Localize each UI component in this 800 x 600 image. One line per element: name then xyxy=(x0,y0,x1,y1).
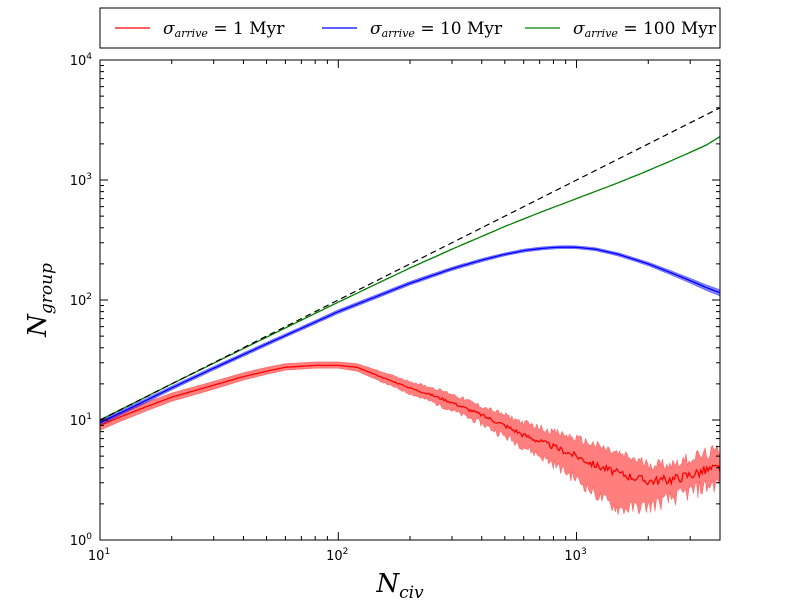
confidence-bands xyxy=(99,245,721,516)
legend-value: = 1 Myr xyxy=(208,19,285,39)
y-axis-subscript: group xyxy=(37,263,57,314)
y-tick-exponent: 0 xyxy=(86,532,92,542)
y-tick-label: 103 xyxy=(70,172,92,189)
y-tick-exponent: 4 xyxy=(86,52,92,62)
series-lines xyxy=(99,107,721,487)
legend-box xyxy=(99,7,721,49)
y-tick-exponent: 1 xyxy=(86,412,92,422)
x-tick-exponent: 2 xyxy=(343,547,349,557)
legend-symbol: σ xyxy=(163,19,175,39)
x-tick-label: 102 xyxy=(326,547,348,564)
y-tick-label: 101 xyxy=(70,412,92,429)
legend-subscript: arrive xyxy=(382,27,416,40)
y-tick-exponent: 2 xyxy=(86,292,92,302)
y-tick-label: 100 xyxy=(70,532,93,549)
x-tick-label: 101 xyxy=(88,547,110,564)
legend-value: = 10 Myr xyxy=(415,19,503,39)
y-tick-label: 104 xyxy=(70,52,93,69)
x-tick-label: 103 xyxy=(564,547,586,564)
y-axis-title: Ngroup xyxy=(23,263,57,338)
legend-label: σarrive = 1 Myr xyxy=(163,19,285,40)
y-tick-label: 102 xyxy=(70,292,92,309)
y-tick-exponent: 3 xyxy=(86,172,92,182)
legend-label: σarrive = 10 Myr xyxy=(370,19,503,40)
axis-titles: Nciv Ngroup xyxy=(23,263,424,600)
reference-line xyxy=(99,107,721,421)
legend: σarrive = 1 Myr σarrive = 10 Myr σarrive =… xyxy=(99,7,721,49)
legend-value: = 100 Myr xyxy=(618,19,717,39)
x-tick-exponent: 3 xyxy=(581,547,587,557)
legend-symbol: σ xyxy=(573,19,585,39)
x-axis-subscript: civ xyxy=(399,583,424,600)
band-series-1 xyxy=(99,361,721,516)
band-series-2 xyxy=(99,245,721,426)
x-axis-title: Nciv xyxy=(375,569,424,600)
line-series-1 xyxy=(99,364,721,487)
legend-subscript: arrive xyxy=(585,27,619,40)
legend-symbol: σ xyxy=(370,19,382,39)
legend-label: σarrive = 100 Myr xyxy=(573,19,717,40)
x-tick-exponent: 1 xyxy=(104,547,110,557)
line-series-2 xyxy=(99,246,721,424)
legend-subscript: arrive xyxy=(175,27,209,40)
